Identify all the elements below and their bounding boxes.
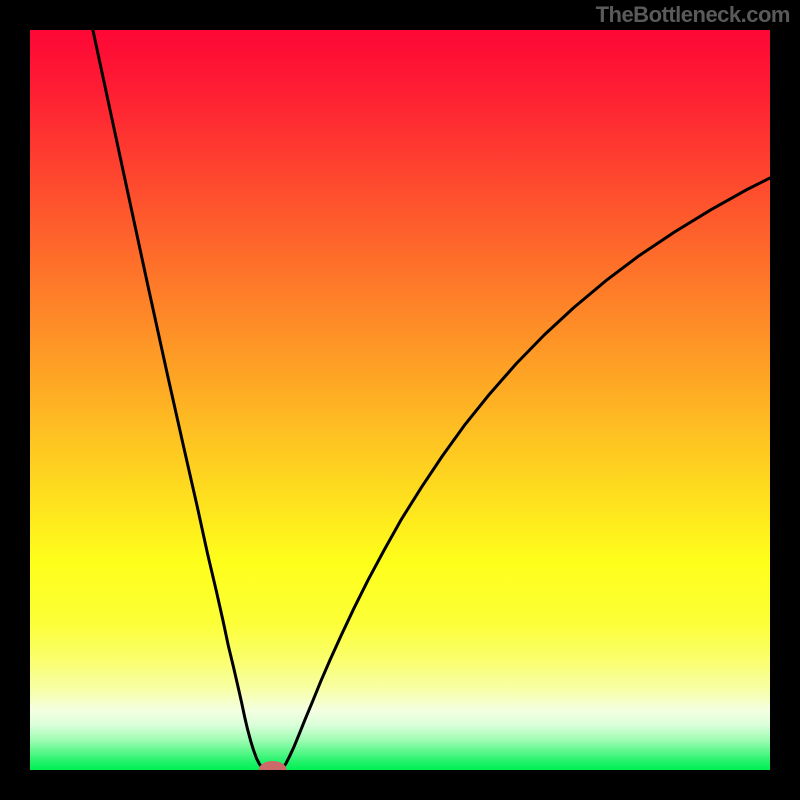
chart-canvas: TheBottleneck.com [0,0,800,800]
watermark-label: TheBottleneck.com [596,2,790,28]
gradient-background [30,30,770,770]
bottleneck-chart [30,30,770,770]
